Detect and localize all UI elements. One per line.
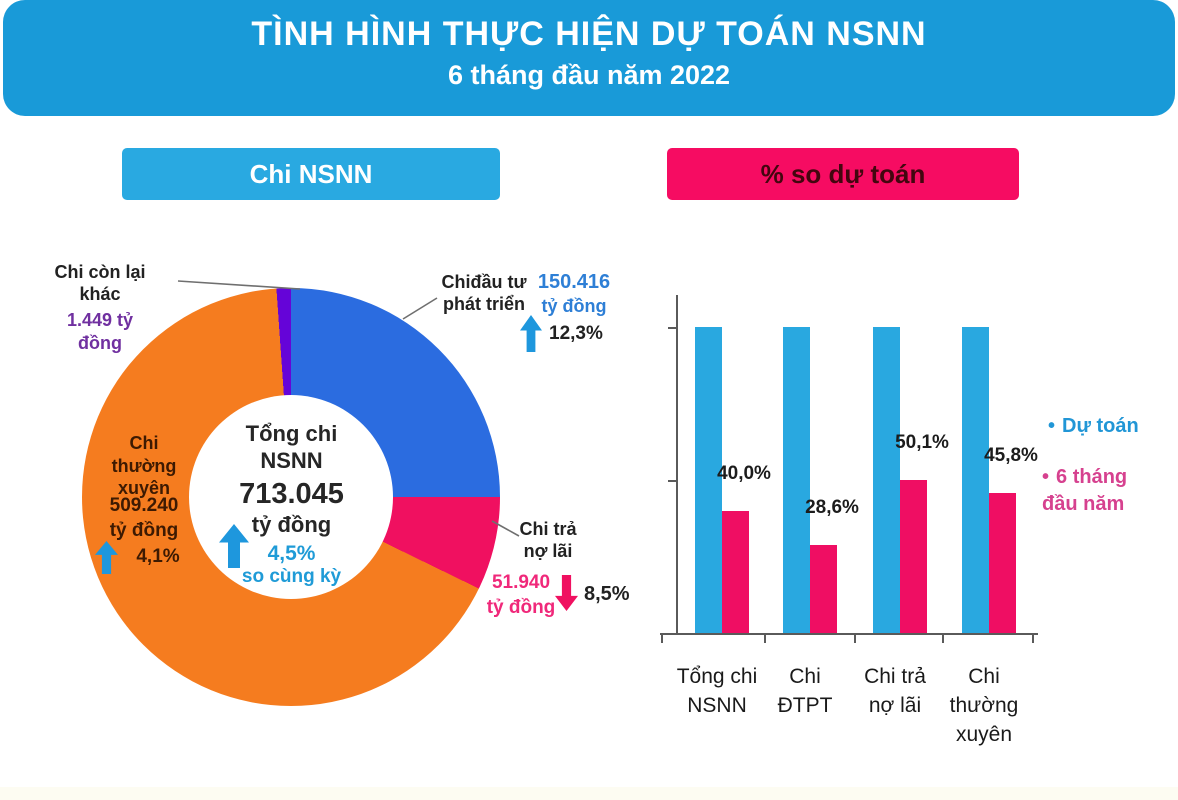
y-axis bbox=[676, 295, 678, 635]
bar-6-thang-dau-nam bbox=[989, 492, 1016, 633]
value-chi-con-lai-khac: 1.449 tỷ đồng bbox=[66, 310, 134, 354]
value-number: 150.416 bbox=[537, 271, 611, 293]
page-title: TÌNH HÌNH THỰC HIỆN DỰ TOÁN NSNN bbox=[251, 15, 927, 53]
bar-du-toan bbox=[962, 327, 989, 633]
arrow-up-icon bbox=[520, 315, 542, 352]
change-chi-tra-no-lai: 8,5% bbox=[584, 583, 630, 605]
total-value: 713.045 bbox=[239, 477, 344, 510]
bar-6-thang-dau-nam bbox=[722, 510, 749, 633]
x-axis bbox=[660, 633, 1038, 635]
legend-label: Dự toán bbox=[1062, 415, 1139, 437]
category-label: Chi ĐTPT bbox=[777, 665, 833, 717]
category-label: Tổng chi NSNN bbox=[676, 665, 758, 717]
legend-item-du-toan: • Dự toán bbox=[1048, 413, 1168, 440]
y-axis-tick bbox=[668, 480, 676, 482]
x-axis-tick bbox=[942, 635, 944, 643]
x-axis-tick bbox=[764, 635, 766, 643]
section-label-chi-nsnn: Chi NSNN bbox=[122, 148, 500, 200]
donut-center-label: Tổng chi NSNN 713.045 tỷ đồng 4,5% so cù… bbox=[204, 421, 379, 588]
value-chi-dau-tu-phat-trien: 150.416 tỷ đồng bbox=[528, 270, 620, 318]
bar-value-label: 28,6% bbox=[805, 497, 859, 519]
legend-label: 6 tháng đầu năm bbox=[1042, 466, 1128, 515]
bar-value-label: 50,1% bbox=[895, 431, 949, 453]
total-unit: tỷ đồng bbox=[251, 511, 332, 537]
x-axis-tick bbox=[1032, 635, 1034, 643]
category-label: Chi thường xuyên bbox=[949, 665, 1019, 746]
section-label-pct-so-du-toan: % so dự toán bbox=[667, 148, 1019, 200]
bar-value-label: 40,0% bbox=[717, 462, 771, 484]
x-axis-tick bbox=[661, 635, 663, 643]
total-change-note: so cùng kỳ bbox=[241, 565, 342, 587]
bar-du-toan bbox=[783, 327, 810, 633]
change-chi-dau-tu-phat-trien: 12,3% bbox=[549, 323, 603, 344]
bar-du-toan bbox=[873, 327, 900, 633]
change-chi-thuong-xuyen: 4,1% bbox=[136, 546, 180, 567]
page-subtitle: 6 tháng đầu năm 2022 bbox=[447, 60, 731, 90]
legend-item-6-thang-dau-nam: • 6 tháng đầu năm bbox=[1042, 464, 1162, 518]
value-chi-tra-no-lai: 51.940 tỷ đồng bbox=[486, 572, 556, 618]
category-label: Chi trả nợ lãi bbox=[864, 665, 926, 717]
bar-6-thang-dau-nam bbox=[900, 479, 927, 633]
title-banner: TÌNH HÌNH THỰC HIỆN DỰ TOÁN NSNN 6 tháng… bbox=[3, 0, 1175, 116]
label-chi-con-lai-khac: Chi còn lại khác bbox=[54, 262, 146, 304]
label-chi-thuong-xuyen: Chi thường xuyên bbox=[111, 433, 177, 498]
legend-bullet-icon: • bbox=[1042, 466, 1050, 488]
bar-chart: 40,0% Tổng chi NSNN 28,6% Chi ĐTPT 50,1% Chi … bbox=[660, 290, 1060, 760]
donut-hole bbox=[189, 395, 393, 599]
legend-bullet-icon: • bbox=[1048, 415, 1056, 437]
arrow-down-icon bbox=[555, 575, 578, 611]
total-change-pct: 4,5% bbox=[267, 541, 316, 565]
label-chi-tra-no-lai: Chi trả nợ lãi bbox=[519, 519, 577, 561]
y-axis-tick bbox=[668, 327, 676, 329]
bottom-accent-strip bbox=[0, 787, 1178, 800]
label-chi-dau-tu-phat-trien: Chiđầu tư phát triển bbox=[441, 272, 527, 314]
total-title: Tổng chi NSNN bbox=[245, 421, 338, 473]
value-unit: tỷ đồng bbox=[541, 296, 607, 316]
bar-du-toan bbox=[695, 327, 722, 633]
bar-6-thang-dau-nam bbox=[810, 545, 837, 633]
value-chi-thuong-xuyen: 509.240 tỷ đồng bbox=[109, 495, 179, 541]
x-axis-tick bbox=[854, 635, 856, 643]
bar-value-label: 45,8% bbox=[984, 444, 1038, 466]
